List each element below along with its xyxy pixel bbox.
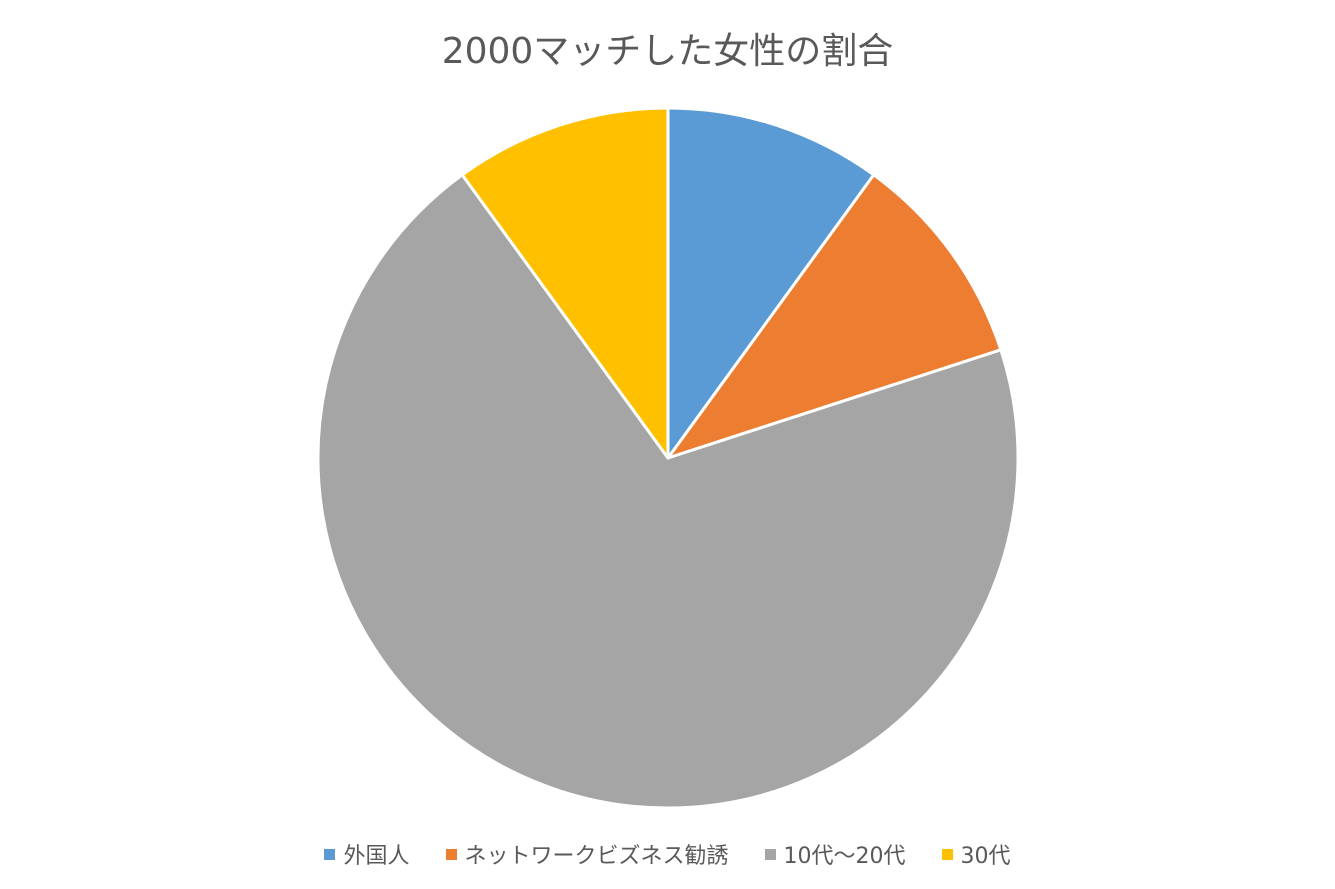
legend-swatch [764,848,776,860]
legend-item-teens-twenties: 10代〜20代 [764,838,906,870]
slice-foreigners [666,106,876,460]
slice-thirties [460,106,670,460]
legend-label: ネットワークビズネス勧誘 [464,844,729,869]
slice-teens-twenties [316,173,1020,810]
slice-network-business [666,173,1003,460]
legend-label: 30代 [960,844,1011,869]
legend-item-foreigners: 外国人 [324,838,410,870]
legend-swatch [324,848,336,860]
legend-swatch [941,848,953,860]
chart-title: 2000マッチした女性の割合 [441,31,894,72]
legend-label: 外国人 [343,844,410,869]
legend-item-network-business: ネットワークビズネス勧誘 [445,838,729,870]
legend-swatch [445,848,457,860]
legend-item-thirties: 30代 [941,838,1011,870]
legend: 外国人 ネットワークビズネス勧誘 10代〜20代 30代 [0,836,1335,872]
legend-label: 10代〜20代 [783,844,906,869]
